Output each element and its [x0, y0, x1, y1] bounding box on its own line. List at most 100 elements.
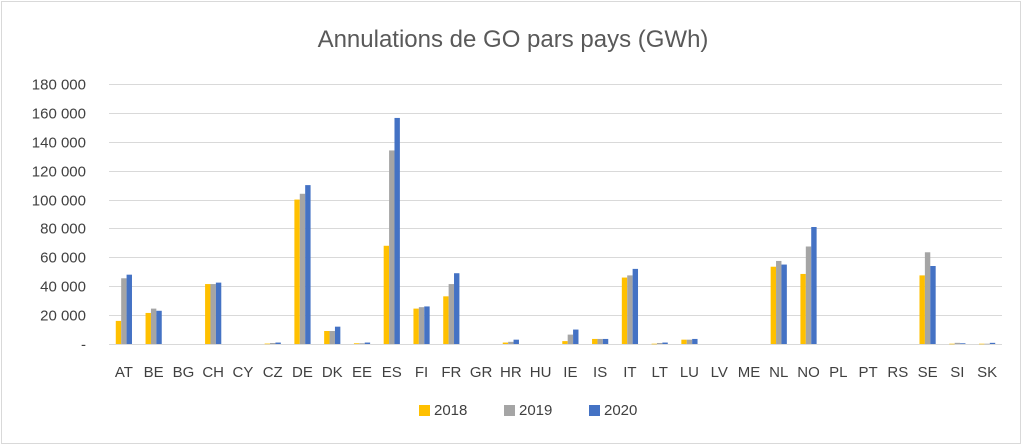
bar-ES-2020 — [394, 117, 400, 344]
x-tick-label: BG — [173, 364, 195, 381]
bar-SI-2019 — [954, 342, 961, 344]
legend-label: 2019 — [519, 402, 552, 419]
bar-LT-2019 — [656, 342, 663, 344]
bar-HR-2019 — [508, 341, 514, 344]
y-tick-label: 140 000 — [32, 135, 86, 152]
bar-SI-2020 — [960, 343, 966, 344]
bar-AT-2019 — [121, 278, 127, 344]
bar-FI-2019 — [418, 307, 425, 344]
bar-EE-2018 — [353, 343, 360, 344]
bar-NL-2018 — [770, 266, 777, 344]
x-tick-label: HR — [500, 364, 522, 381]
x-tick-label: IS — [593, 364, 607, 381]
bar-IT-2019 — [627, 275, 633, 344]
bar-NO-2019 — [805, 246, 812, 344]
x-tick-label: PL — [829, 364, 847, 381]
bar-AT-2020 — [126, 274, 132, 344]
legend-swatch-2019 — [504, 405, 515, 416]
x-tick-label: SK — [977, 364, 997, 381]
y-tick-label: 120 000 — [32, 164, 86, 181]
legend-label: 2018 — [434, 402, 467, 419]
x-tick-label: DK — [322, 364, 343, 381]
bar-IE-2018 — [562, 341, 568, 344]
bar-CH-2018 — [205, 284, 211, 344]
x-tick-label: CH — [202, 364, 224, 381]
chart-title: Annulations de GO pars pays (GWh) — [318, 26, 709, 53]
x-tick-label: PT — [858, 364, 877, 381]
bar-SI-2018 — [949, 343, 955, 345]
bar-EE-2020 — [364, 342, 371, 344]
bar-NO-2018 — [800, 273, 806, 344]
x-tick-label: IT — [623, 364, 636, 381]
bar-IE-2020 — [573, 329, 579, 344]
x-tick-label: NO — [797, 364, 820, 381]
bar-LT-2018 — [651, 343, 657, 345]
x-tick-label: EE — [352, 364, 372, 381]
x-tick-label: FI — [415, 364, 428, 381]
x-tick-label: IE — [563, 364, 577, 381]
bar-LU-2019 — [686, 339, 693, 344]
x-tick-label: RS — [887, 364, 908, 381]
bar-BE-2020 — [156, 310, 162, 344]
bar-SE-2020 — [930, 266, 936, 344]
y-tick-label: 80 000 — [40, 221, 86, 238]
bar-HR-2020 — [513, 339, 519, 344]
bar-FI-2018 — [413, 308, 419, 344]
x-tick-label: LU — [680, 364, 699, 381]
bar-SE-2019 — [924, 252, 931, 344]
bar-NL-2019 — [776, 260, 782, 344]
bar-LT-2020 — [662, 342, 668, 344]
bar-IT-2020 — [632, 268, 639, 344]
bar-IS-2020 — [602, 338, 609, 344]
bar-SK-2019 — [984, 343, 990, 345]
y-axis-ticks: - 20 000 40 000 60 000 80 000 100 000 120 000 1… — [32, 77, 86, 354]
bar-CZ-2019 — [270, 342, 276, 344]
legend-label: 2020 — [604, 402, 637, 419]
y-tick-label: 60 000 — [40, 250, 86, 267]
bar-ES-2018 — [383, 245, 390, 344]
y-tick-label: 100 000 — [32, 193, 86, 210]
x-tick-label: BE — [144, 364, 164, 381]
bar-DE-2020 — [305, 185, 311, 344]
y-tick-label: 160 000 — [32, 106, 86, 123]
legend-swatch-2020 — [589, 405, 600, 416]
bar-LU-2020 — [692, 338, 698, 344]
x-tick-label: AT — [115, 364, 133, 381]
x-tick-label: CZ — [263, 364, 283, 381]
bar-BE-2019 — [150, 308, 157, 344]
y-tick-label: - — [81, 337, 86, 354]
x-tick-label: GR — [470, 364, 493, 381]
x-axis-ticks: AT BE BG CH CY CZ DE DK EE ES FI FR GR HR HU IE IS IT LT LU… — [115, 364, 997, 381]
x-tick-label: SI — [950, 364, 964, 381]
bar-IT-2018 — [621, 277, 628, 344]
x-tick-label: LV — [711, 364, 728, 381]
bar-DK-2018 — [324, 331, 330, 344]
bar-SE-2018 — [919, 275, 925, 344]
bar-FR-2018 — [443, 296, 449, 344]
bar-LU-2018 — [681, 339, 687, 344]
x-tick-label: FR — [441, 364, 461, 381]
x-tick-label: DE — [292, 364, 313, 381]
y-tick-label: 20 000 — [40, 308, 86, 325]
bar-SK-2020 — [989, 342, 996, 344]
x-tick-label: HU — [530, 364, 552, 381]
bar-DK-2020 — [334, 326, 341, 344]
x-tick-label: LT — [651, 364, 667, 381]
bar-SK-2018 — [979, 343, 985, 345]
legend: 2018 2019 2020 — [419, 402, 637, 419]
bar-BE-2018 — [145, 312, 151, 344]
x-tick-label: ES — [382, 364, 402, 381]
bar-DE-2019 — [299, 193, 306, 344]
x-tick-label: CY — [233, 364, 254, 381]
x-tick-label: SE — [918, 364, 938, 381]
bar-AT-2018 — [115, 320, 122, 344]
bar-ES-2019 — [389, 150, 395, 344]
bar-IS-2018 — [592, 338, 598, 344]
y-tick-label: 180 000 — [32, 77, 86, 94]
bar-DE-2018 — [294, 199, 300, 344]
x-tick-label: NL — [769, 364, 788, 381]
bar-FR-2019 — [448, 284, 455, 344]
bar-DK-2019 — [329, 331, 335, 344]
